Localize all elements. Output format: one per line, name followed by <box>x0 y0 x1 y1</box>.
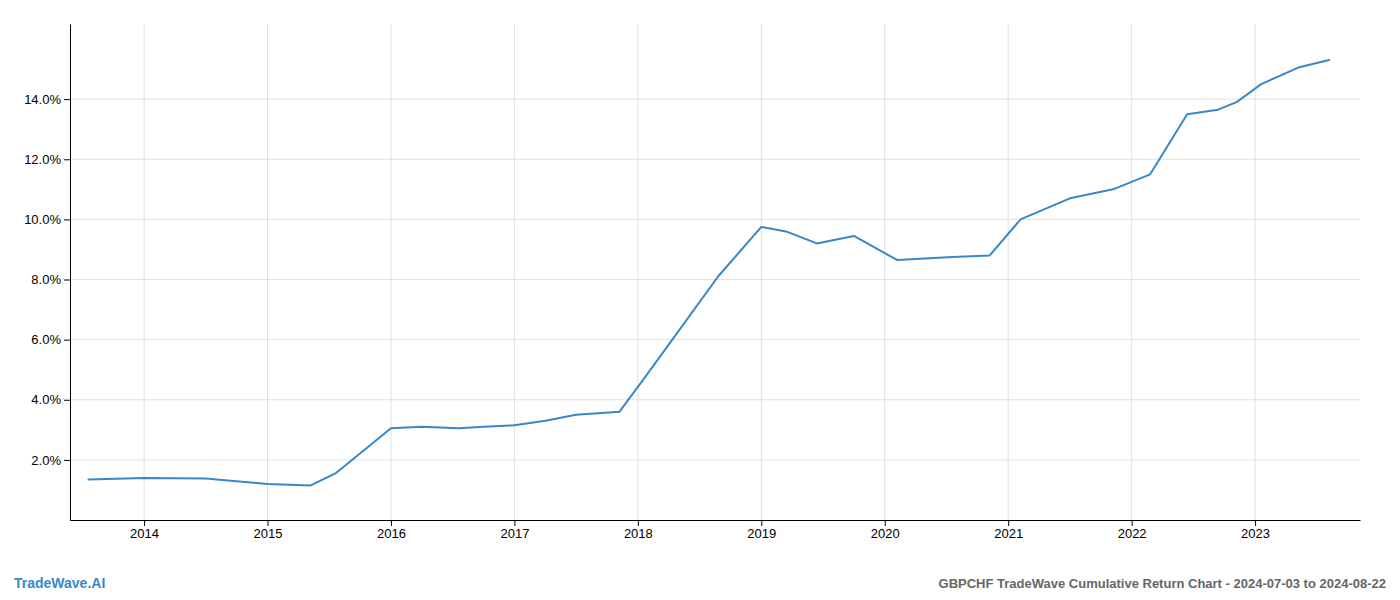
tick: 2.0% <box>31 453 70 468</box>
tick-label: 2020 <box>871 526 900 541</box>
grid-line <box>514 24 515 520</box>
tick: 2015 <box>254 520 283 541</box>
tick: 8.0% <box>31 272 70 287</box>
tick-label: 2018 <box>624 526 653 541</box>
tick-label: 4.0% <box>31 392 61 407</box>
grid-line <box>70 219 1360 220</box>
tick-mark <box>64 460 70 461</box>
grid-line <box>70 339 1360 340</box>
tick: 12.0% <box>24 152 70 167</box>
marks <box>89 60 1330 485</box>
x-axis: 2014 2015 2016 2017 2018 2019 2020 2021 2022 2023 <box>71 520 1361 541</box>
grid-line <box>70 159 1360 160</box>
grid-line <box>1131 24 1132 520</box>
tick-mark <box>64 280 70 281</box>
footer-text: TradeWave.AI <box>14 575 105 591</box>
tick-mark <box>514 520 515 526</box>
tick: 4.0% <box>31 392 70 407</box>
tick-label: 2021 <box>994 526 1023 541</box>
tick: 10.0% <box>24 212 70 227</box>
grid-line <box>70 399 1360 400</box>
tick: 2014 <box>130 520 159 541</box>
tick-label: 2014 <box>130 526 159 541</box>
axis-line <box>71 520 1361 521</box>
tick: 2018 <box>624 520 653 541</box>
grid-line <box>1255 24 1256 520</box>
axis-line <box>70 25 71 521</box>
tick-label: 2015 <box>254 526 283 541</box>
tick-label: 12.0% <box>24 152 61 167</box>
tick-mark <box>64 340 70 341</box>
grid-line <box>761 24 762 520</box>
tick-label: 2017 <box>500 526 529 541</box>
tick-mark <box>1008 520 1009 526</box>
tick-label: 10.0% <box>24 212 61 227</box>
tick-mark <box>64 99 70 100</box>
tick: 2016 <box>377 520 406 541</box>
tick-label: 14.0% <box>24 92 61 107</box>
grid-line <box>144 24 145 520</box>
grid-line <box>70 459 1360 460</box>
annotations: TradeWave.AI GBPCHF TradeWave Cumulative … <box>14 575 1386 591</box>
tick-mark <box>144 520 145 526</box>
tick: 2023 <box>1241 520 1270 541</box>
tick-mark <box>64 400 70 401</box>
grid-line <box>390 24 391 520</box>
tick-label: 6.0% <box>31 332 61 347</box>
tick: 2021 <box>994 520 1023 541</box>
chart: 2014 2015 2016 2017 2018 2019 2020 2021 2022 2023… <box>0 0 1400 600</box>
tick-mark <box>391 520 392 526</box>
tick-mark <box>1132 520 1133 526</box>
tick: 2019 <box>747 520 776 541</box>
tick-label: 2019 <box>747 526 776 541</box>
grid-line <box>70 99 1360 100</box>
tick-mark <box>638 520 639 526</box>
tick: 2017 <box>500 520 529 541</box>
footer-text: GBPCHF TradeWave Cumulative Return Chart… <box>939 576 1386 591</box>
tick: 2020 <box>871 520 900 541</box>
tick-mark <box>64 159 70 160</box>
grid <box>70 24 1360 520</box>
tick-label: 2.0% <box>31 453 61 468</box>
tick-mark <box>64 219 70 220</box>
tick-mark <box>268 520 269 526</box>
tick-mark <box>885 520 886 526</box>
tick-label: 2022 <box>1118 526 1147 541</box>
grid-line <box>884 24 885 520</box>
grid-line <box>637 24 638 520</box>
plot-area: 2014 2015 2016 2017 2018 2019 2020 2021 2022 2023… <box>24 24 1360 541</box>
tick: 2022 <box>1118 520 1147 541</box>
tick-label: 2023 <box>1241 526 1270 541</box>
data-line <box>89 60 1330 485</box>
tick-label: 8.0% <box>31 272 61 287</box>
tick-mark <box>1255 520 1256 526</box>
tick: 14.0% <box>24 92 70 107</box>
grid-line <box>1008 24 1009 520</box>
tick-label: 2016 <box>377 526 406 541</box>
tick: 6.0% <box>31 332 70 347</box>
y-axis: 2.0% 4.0% 6.0% 8.0% 10.0% 12.0% 14.0% <box>24 25 70 521</box>
grid-line <box>267 24 268 520</box>
tick-mark <box>761 520 762 526</box>
